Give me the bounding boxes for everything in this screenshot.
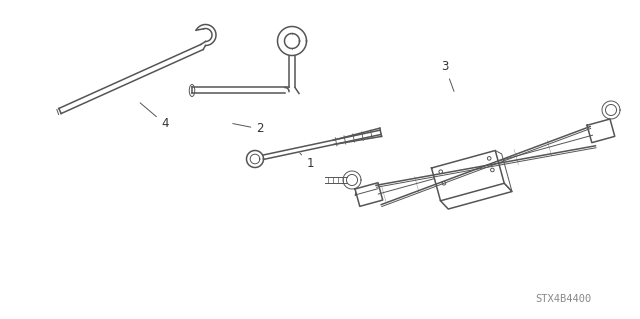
- Text: 4: 4: [140, 103, 169, 130]
- Text: 2: 2: [233, 122, 264, 136]
- Text: STX4B4400: STX4B4400: [535, 294, 591, 304]
- Ellipse shape: [189, 85, 195, 97]
- Text: 3: 3: [442, 61, 454, 92]
- Text: 1: 1: [300, 153, 314, 170]
